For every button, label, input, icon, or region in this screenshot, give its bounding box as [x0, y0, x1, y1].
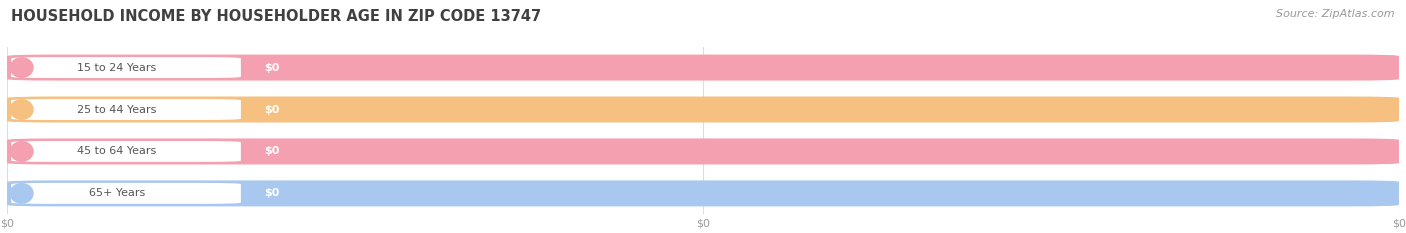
- Ellipse shape: [10, 99, 34, 120]
- Text: Source: ZipAtlas.com: Source: ZipAtlas.com: [1277, 9, 1395, 19]
- FancyBboxPatch shape: [11, 141, 240, 162]
- FancyBboxPatch shape: [11, 183, 240, 204]
- Text: $0: $0: [264, 63, 280, 72]
- Text: $0: $0: [264, 147, 280, 156]
- FancyBboxPatch shape: [7, 55, 1399, 81]
- FancyBboxPatch shape: [11, 57, 240, 78]
- Text: 45 to 64 Years: 45 to 64 Years: [77, 147, 156, 156]
- Text: 65+ Years: 65+ Years: [89, 188, 145, 198]
- Ellipse shape: [10, 141, 34, 162]
- FancyBboxPatch shape: [7, 180, 1399, 206]
- Text: 25 to 44 Years: 25 to 44 Years: [77, 105, 156, 114]
- Text: 15 to 24 Years: 15 to 24 Years: [77, 63, 156, 72]
- Text: $0: $0: [264, 105, 280, 114]
- Text: $0: $0: [264, 188, 280, 198]
- FancyBboxPatch shape: [7, 96, 1399, 123]
- Ellipse shape: [10, 183, 34, 204]
- FancyBboxPatch shape: [11, 99, 240, 120]
- Text: HOUSEHOLD INCOME BY HOUSEHOLDER AGE IN ZIP CODE 13747: HOUSEHOLD INCOME BY HOUSEHOLDER AGE IN Z…: [11, 9, 541, 24]
- Ellipse shape: [10, 57, 34, 78]
- FancyBboxPatch shape: [7, 138, 1399, 164]
